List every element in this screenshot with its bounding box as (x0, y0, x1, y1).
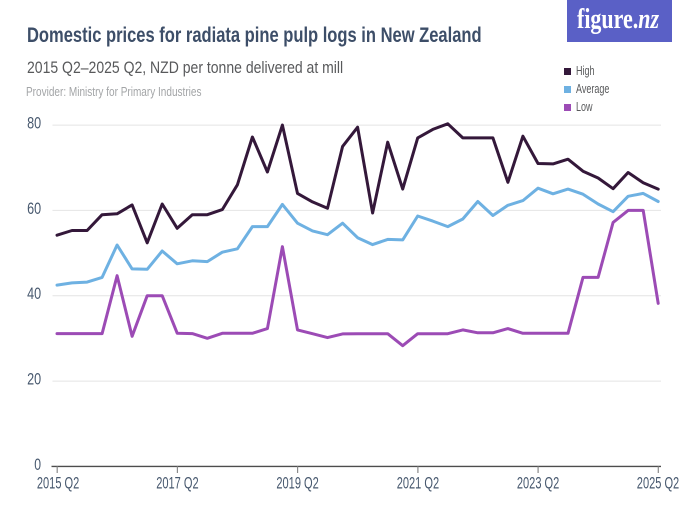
svg-text:2015 Q2: 2015 Q2 (37, 475, 79, 493)
svg-text:0: 0 (34, 456, 41, 474)
svg-text:20: 20 (27, 371, 41, 389)
svg-text:2025 Q2: 2025 Q2 (637, 475, 679, 493)
svg-text:80: 80 (27, 115, 41, 133)
svg-text:60: 60 (27, 200, 41, 218)
svg-text:2023 Q2: 2023 Q2 (517, 475, 559, 493)
svg-text:2017 Q2: 2017 Q2 (156, 475, 198, 493)
svg-text:2021 Q2: 2021 Q2 (397, 475, 439, 493)
svg-text:40: 40 (27, 285, 41, 303)
svg-text:2019 Q2: 2019 Q2 (276, 475, 318, 493)
